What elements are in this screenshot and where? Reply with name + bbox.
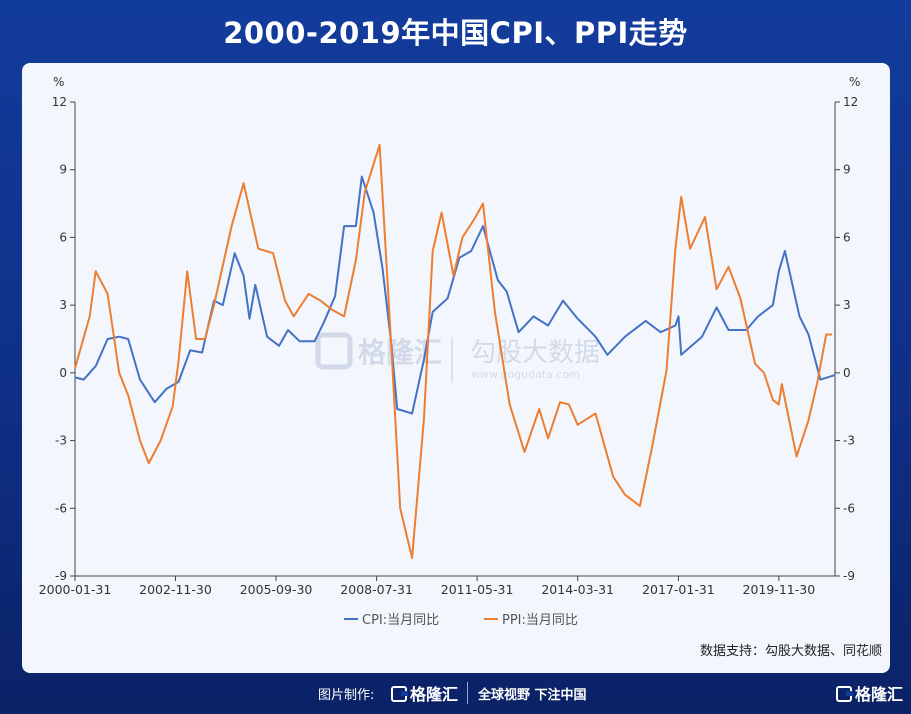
y-tick-label-left: 0 — [59, 366, 67, 380]
y-tick-label-left: -3 — [55, 434, 67, 448]
legend-label: CPI:当月同比 — [362, 613, 439, 628]
data-source: 数据支持：勾股大数据、同花顺 — [700, 643, 882, 659]
legend-label: PPI:当月同比 — [502, 613, 578, 628]
footer: 图片制作: 格隆汇 全球视野 下注中国 格隆汇 — [0, 681, 911, 714]
line-chart: 格隆汇 勾股大数据 www.gogudata.com % % -9 -9 -6 -6 -3 -… — [39, 75, 882, 659]
y-unit-right: % — [849, 75, 860, 89]
y-tick-label-right: 12 — [843, 95, 858, 109]
x-tick-label: 2017-01-31 — [642, 582, 715, 597]
y-tick-label-left: -9 — [55, 569, 67, 583]
chart-series — [74, 143, 836, 559]
chart-card: 格隆汇 勾股大数据 www.gogudata.com %% -9 -9 -6 -6 -3 -… — [22, 63, 890, 673]
chart-axes: % % -9 -9 -6 -6 -3 -3 0 0 3 3 6 6 9 9 12 12 2000-01-31 2002… — [39, 75, 861, 597]
x-tick-label: 2000-01-31 — [39, 582, 112, 597]
logo-icon — [836, 686, 853, 702]
y-tick-label-right: -3 — [843, 434, 855, 448]
x-tick-label: 2005-09-30 — [240, 582, 313, 597]
x-tick-label: 2002-11-30 — [139, 582, 212, 597]
y-tick-label-right: -9 — [843, 569, 855, 583]
series-line-ppi — [74, 143, 833, 559]
y-tick-label-right: 3 — [843, 298, 851, 312]
y-tick-label-left: -6 — [55, 501, 67, 515]
series-line-cpi — [74, 175, 836, 415]
footer-slogan: 全球视野 下注中国 — [478, 688, 587, 703]
footer-logo-right: 格隆汇 — [836, 681, 903, 705]
watermark-left-name: 格隆汇 — [358, 336, 442, 369]
watermark-right-url: www.gogudata.com — [471, 368, 580, 381]
y-tick-label-right: 9 — [843, 163, 851, 177]
footer-logo: 格隆汇 — [391, 681, 458, 705]
x-tick-label: 2011-05-31 — [441, 582, 514, 597]
watermark-right-name: 勾股大数据 — [470, 338, 600, 368]
watermark: 格隆汇 勾股大数据 www.gogudata.com — [315, 332, 600, 383]
footer-logo-text: 格隆汇 — [410, 685, 459, 704]
x-tick-label: 2014-03-31 — [541, 582, 614, 597]
footer-logo-right-text: 格隆汇 — [855, 685, 904, 704]
y-tick-label-left: 6 — [59, 230, 67, 244]
y-tick-label-left: 12 — [52, 95, 67, 109]
footer-divider — [467, 682, 468, 704]
x-tick-label: 2008-07-31 — [340, 582, 413, 597]
y-tick-label-right: 6 — [843, 230, 851, 244]
chart-legend: CPI:当月同比 PPI:当月同比 — [344, 613, 578, 628]
y-tick-label-left: 3 — [59, 298, 67, 312]
y-tick-label-right: 0 — [843, 366, 851, 380]
logo-icon — [391, 686, 408, 702]
y-tick-label-right: -6 — [843, 501, 855, 515]
page-title: 2000-2019年中国CPI、PPI走势 — [223, 16, 688, 50]
y-tick-label-left: 9 — [59, 163, 67, 177]
x-tick-label: 2019-11-30 — [743, 582, 816, 597]
footer-made-by: 图片制作: — [318, 688, 375, 703]
watermark-logo-icon — [315, 332, 353, 370]
y-unit-left: % — [53, 75, 64, 89]
